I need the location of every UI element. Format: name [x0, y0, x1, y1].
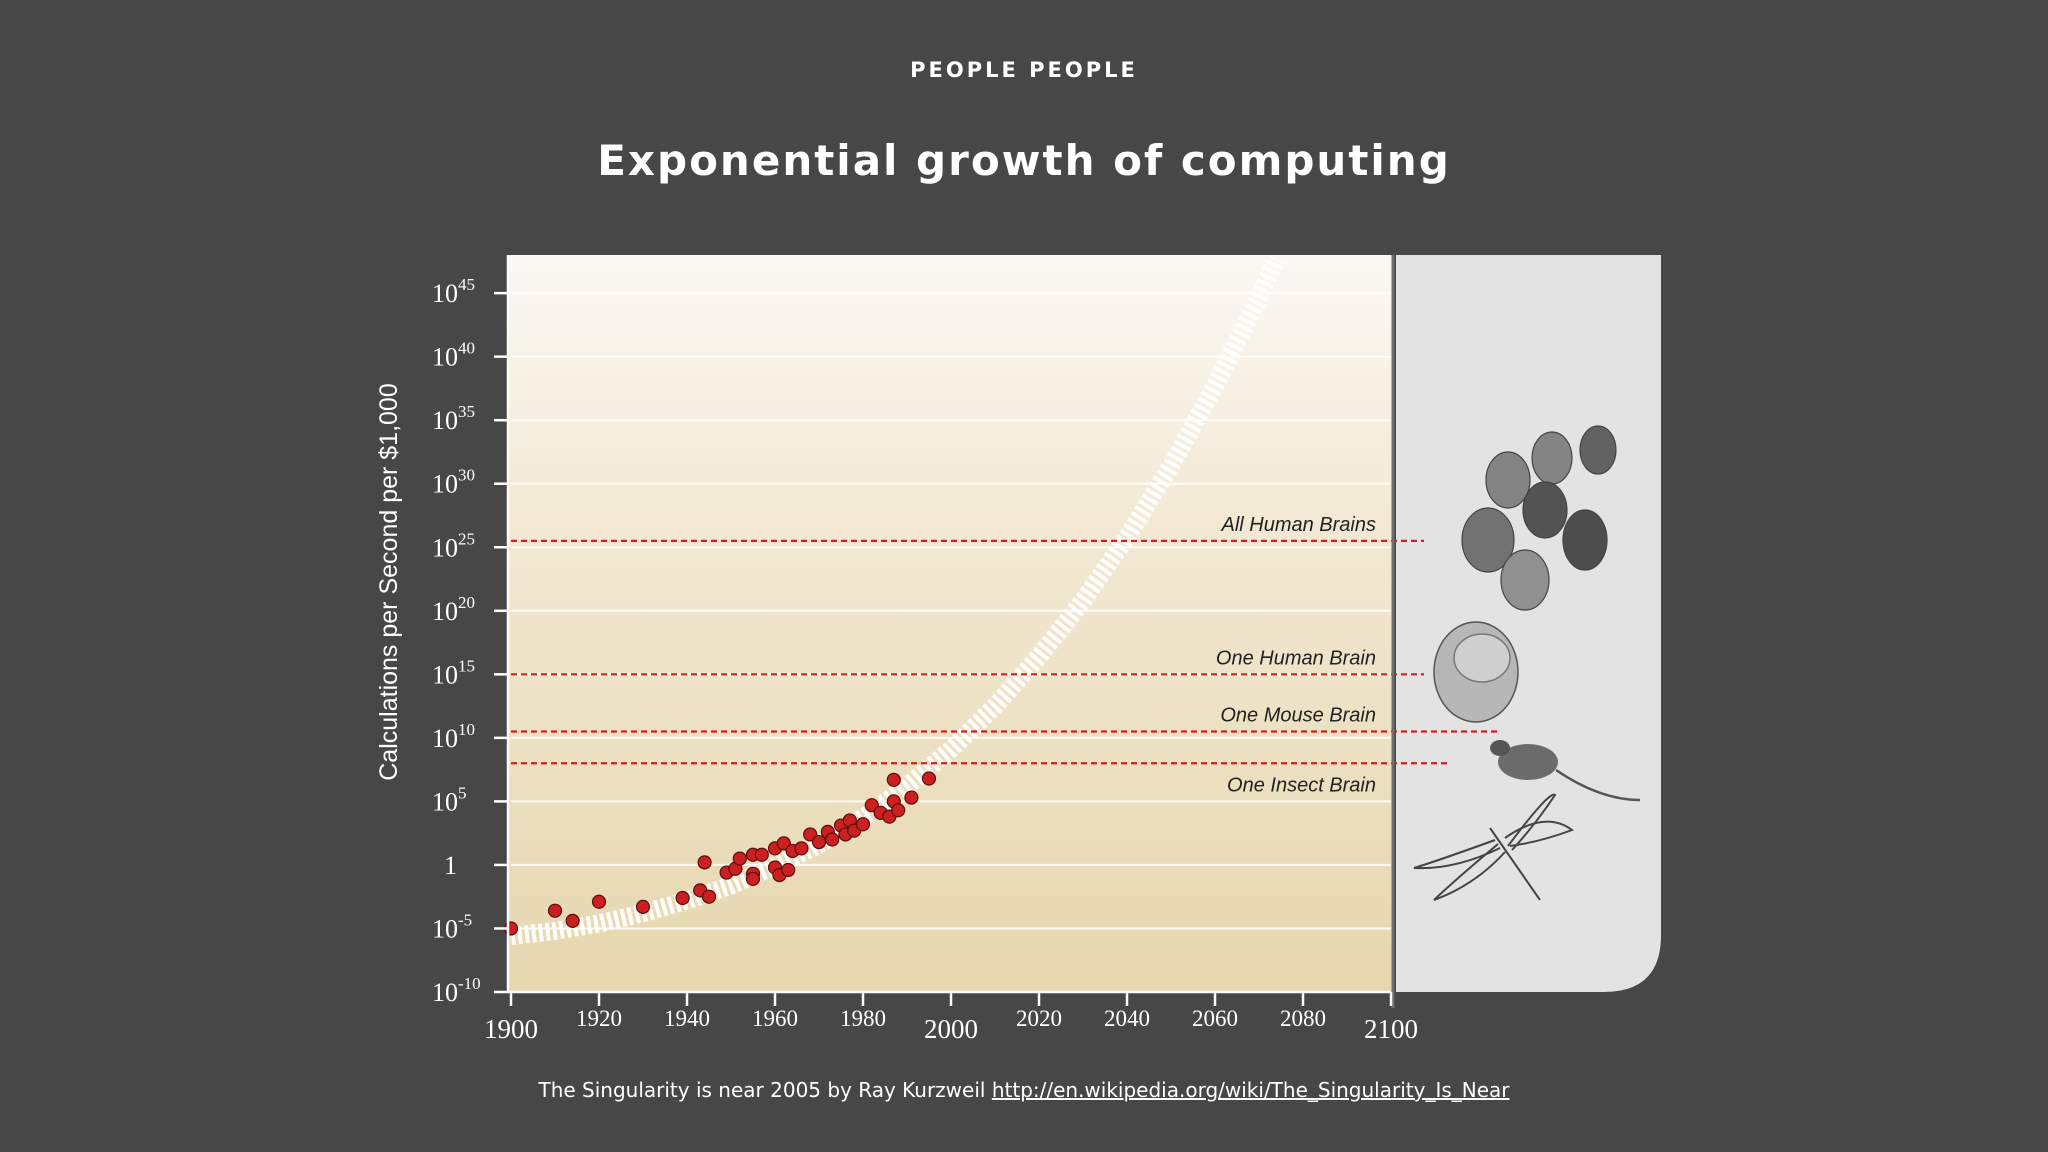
data-point	[794, 841, 809, 856]
data-point	[591, 894, 607, 909]
x-tick-label: 2080	[1280, 1006, 1326, 1031]
plot-area	[508, 255, 1392, 992]
kicker-text: PEOPLE PEOPLE	[910, 58, 1138, 82]
human-heads-icon	[1461, 425, 1617, 611]
data-point	[697, 855, 712, 870]
data-points	[503, 771, 937, 936]
page-title: Exponential growth of computing	[597, 136, 1451, 185]
threshold-label: One Human Brain	[1216, 647, 1376, 669]
y-tick-label: 1035	[432, 402, 475, 435]
x-tick-label: 1920	[576, 1006, 622, 1031]
x-tick-label: 2040	[1104, 1006, 1150, 1031]
data-point	[811, 834, 827, 850]
y-tick-label: 1010	[432, 720, 475, 753]
x-tick-label: 1960	[752, 1006, 798, 1031]
y-tick-label: 1045	[432, 275, 475, 308]
side-panel	[1396, 255, 1661, 992]
data-point	[701, 889, 717, 904]
data-point	[745, 871, 761, 887]
x-tick-label: 1900	[484, 1014, 538, 1044]
data-point	[855, 817, 871, 832]
y-tick-label: 105	[432, 783, 467, 816]
caption-text: The Singularity is near 2005 by Ray Kurz…	[538, 1078, 986, 1102]
data-point	[754, 847, 769, 862]
x-tick-label: 2020	[1016, 1006, 1062, 1031]
threshold-label: One Insect Brain	[1227, 774, 1376, 796]
data-point	[547, 903, 563, 918]
y-tick-label: 1040	[432, 339, 475, 372]
axes: 1045 1040 1035 1030 1025 1020 1015 1010 105 1 10-5…	[432, 255, 1418, 1044]
data-point	[825, 832, 840, 847]
mouse-icon	[1490, 740, 1641, 802]
y-axis-label: Calculations per Second per $1,000	[375, 383, 403, 781]
y-tick-label: 1015	[432, 656, 475, 689]
data-point	[886, 772, 901, 787]
threshold-lines: All Human Brains One Human Brain One Mouse…	[511, 514, 1498, 796]
data-point	[781, 862, 796, 878]
brain-head-icon	[1433, 621, 1519, 723]
threshold-label: All Human Brains	[1220, 514, 1376, 536]
x-tick-label: 2100	[1364, 1014, 1418, 1044]
x-tick-label: 1980	[840, 1006, 886, 1031]
y-tick-label: 1020	[432, 593, 475, 626]
data-point	[565, 913, 580, 928]
data-point	[904, 790, 919, 805]
caption: The Singularity is near 2005 by Ray Kurz…	[0, 1078, 2048, 1102]
threshold-label: One Mouse Brain	[1220, 705, 1376, 727]
data-point	[675, 890, 690, 906]
x-tick-label: 1940	[664, 1006, 710, 1031]
caption-link[interactable]: http://en.wikipedia.org/wiki/The_Singula…	[991, 1078, 1510, 1102]
x-tick-label: 2000	[924, 1014, 978, 1044]
y-tick-label: 1	[444, 851, 457, 880]
y-tick-label: 10-5	[432, 910, 472, 943]
data-point	[635, 899, 651, 914]
data-point	[921, 771, 937, 786]
x-tick-label: 2060	[1192, 1006, 1238, 1031]
y-tick-label: 10-10	[432, 974, 481, 1007]
dragonfly-icon	[1413, 793, 1575, 901]
y-tick-label: 1025	[432, 529, 475, 562]
data-point	[891, 803, 906, 818]
data-point	[732, 851, 747, 866]
y-tick-label: 1030	[432, 466, 475, 499]
